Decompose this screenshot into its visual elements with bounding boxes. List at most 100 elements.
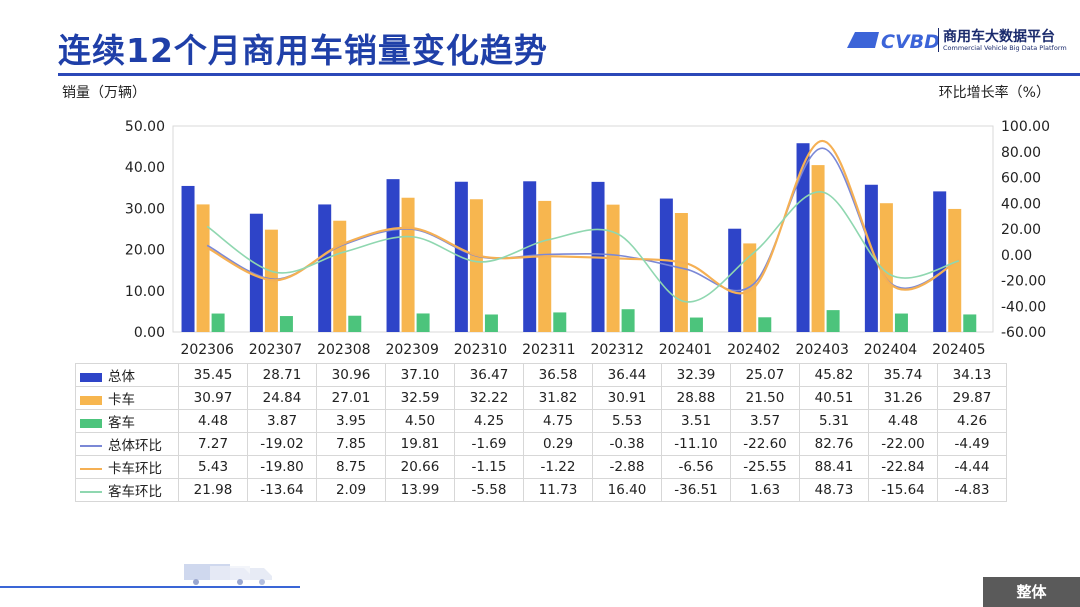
bar-bus — [826, 310, 840, 332]
table-cell: 35.45 — [178, 363, 248, 387]
bar-truck — [606, 204, 620, 332]
table-cell: 28.71 — [247, 363, 317, 387]
logo-subtext: Commercial Vehicle Big Data Platform — [943, 44, 1067, 52]
table-cell: 3.51 — [661, 409, 731, 433]
table-cell: 30.96 — [316, 363, 386, 387]
bar-truck — [333, 220, 347, 332]
table-cell: -1.22 — [523, 455, 593, 479]
table-cell: 28.88 — [661, 386, 731, 410]
table-cell: 4.48 — [178, 409, 248, 433]
table-cell: 4.75 — [523, 409, 593, 433]
logo-mark: CVBD — [881, 31, 940, 53]
table-cell: 4.50 — [385, 409, 455, 433]
bar-bus — [553, 312, 567, 332]
y-tick-label: 50.00 — [125, 119, 165, 135]
table-cell: 19.81 — [385, 432, 455, 456]
table-cell: 4.26 — [937, 409, 1007, 433]
bar-truck — [538, 200, 552, 332]
table-cell: -22.00 — [868, 432, 938, 456]
table-cell: -4.44 — [937, 455, 1007, 479]
legend-label: 总体 — [108, 369, 135, 385]
table-cell: 40.51 — [799, 386, 869, 410]
legend-cell: 客车 — [75, 409, 179, 433]
table-cell: 32.22 — [454, 386, 524, 410]
table-cell: -19.80 — [247, 455, 317, 479]
table-cell: 7.85 — [316, 432, 386, 456]
logo-text: 商用车大数据平台 — [943, 29, 1055, 45]
table-row: 卡车 30.97 24.84 27.01 32.59 32.22 31.82 30.91 28.… — [75, 386, 1007, 410]
table-cell: 31.82 — [523, 386, 593, 410]
table-cell: 37.10 — [385, 363, 455, 387]
table-cell: -0.38 — [592, 432, 662, 456]
x-tick-label: 202308 — [317, 342, 370, 358]
bar-total — [318, 204, 332, 332]
legend-cell: 客车环比 — [75, 478, 179, 502]
table-cell: -22.84 — [868, 455, 938, 479]
table-cell: 32.39 — [661, 363, 731, 387]
page-title: 连续12个月商用车销量变化趋势 — [58, 31, 548, 70]
table-cell: 13.99 — [385, 478, 455, 502]
table-row: 总体 35.45 28.71 30.96 37.10 36.47 36.58 36.44 32.… — [75, 363, 1007, 387]
section-tag: 整体 — [983, 577, 1080, 607]
bar-truck — [196, 204, 210, 332]
bar-total — [386, 179, 400, 332]
x-tick-label: 202401 — [659, 342, 712, 358]
y2-axis-label: 环比增长率（%） — [938, 85, 1050, 101]
bar-total — [933, 191, 947, 332]
legend-cell: 卡车环比 — [75, 455, 179, 479]
y2-tick-label: -20.00 — [1001, 274, 1046, 290]
y-tick-label: 20.00 — [125, 243, 165, 259]
legend-cell: 总体环比 — [75, 432, 179, 456]
bar-total — [181, 185, 195, 332]
y2-tick-label: 0.00 — [1001, 248, 1032, 264]
y2-tick-label: 60.00 — [1001, 171, 1041, 187]
table-cell: -6.56 — [661, 455, 731, 479]
legend-label: 总体环比 — [108, 438, 162, 454]
table-cell: 8.75 — [316, 455, 386, 479]
table-cell: 24.84 — [247, 386, 317, 410]
plot-frame — [172, 125, 994, 333]
bar-total — [796, 143, 810, 332]
legend-label: 卡车环比 — [108, 461, 162, 477]
table-cell: -1.15 — [454, 455, 524, 479]
y-axis-label: 销量（万辆） — [62, 85, 146, 101]
table-cell: -11.10 — [661, 432, 731, 456]
y2-tick-label: -60.00 — [1001, 325, 1046, 341]
table-cell: 5.31 — [799, 409, 869, 433]
table-cell: 29.87 — [937, 386, 1007, 410]
table-cell: 0.29 — [523, 432, 593, 456]
table-row: 客车环比 21.98 -13.64 2.09 13.99 -5.58 11.73 16.40-… — [75, 478, 1007, 502]
table-cell: 27.01 — [316, 386, 386, 410]
table-row: 客车 4.48 3.87 3.95 4.50 4.25 4.75 5.53 3.51 3.57 5.… — [75, 409, 1007, 433]
table-cell: -22.60 — [730, 432, 800, 456]
legend-swatch — [80, 468, 102, 470]
bar-truck — [674, 213, 688, 332]
table-cell: 35.74 — [868, 363, 938, 387]
bar-total — [728, 228, 742, 332]
table-cell: 2.09 — [316, 478, 386, 502]
table-cell: -36.51 — [661, 478, 731, 502]
table-cell: -4.83 — [937, 478, 1007, 502]
bar-bus — [963, 314, 977, 332]
x-tick-label: 202306 — [180, 342, 234, 358]
footer-bar — [0, 586, 300, 588]
table-cell: 1.63 — [730, 478, 800, 502]
legend-swatch — [80, 491, 102, 493]
bar-truck — [401, 197, 415, 332]
title-divider — [58, 73, 1080, 76]
table-row: 总体环比 7.27 -19.02 7.85 19.81 -1.69 0.29 -0.38 -11… — [75, 432, 1007, 456]
bar-bus — [279, 316, 293, 332]
legend-label: 卡车 — [108, 392, 135, 408]
legend-swatch — [80, 418, 102, 428]
x-tick-label: 202311 — [522, 342, 575, 358]
bar-bus — [348, 315, 362, 332]
table-cell: -2.88 — [592, 455, 662, 479]
table-cell: 45.82 — [799, 363, 869, 387]
bar-bus — [621, 309, 635, 332]
line-truck_mom — [206, 139, 960, 295]
bar-bus — [758, 317, 772, 332]
x-tick-label: 202309 — [385, 342, 438, 358]
table-cell: 3.87 — [247, 409, 317, 433]
truck-logo-icon: CVBD — [847, 31, 940, 53]
bar-bus — [894, 313, 908, 332]
